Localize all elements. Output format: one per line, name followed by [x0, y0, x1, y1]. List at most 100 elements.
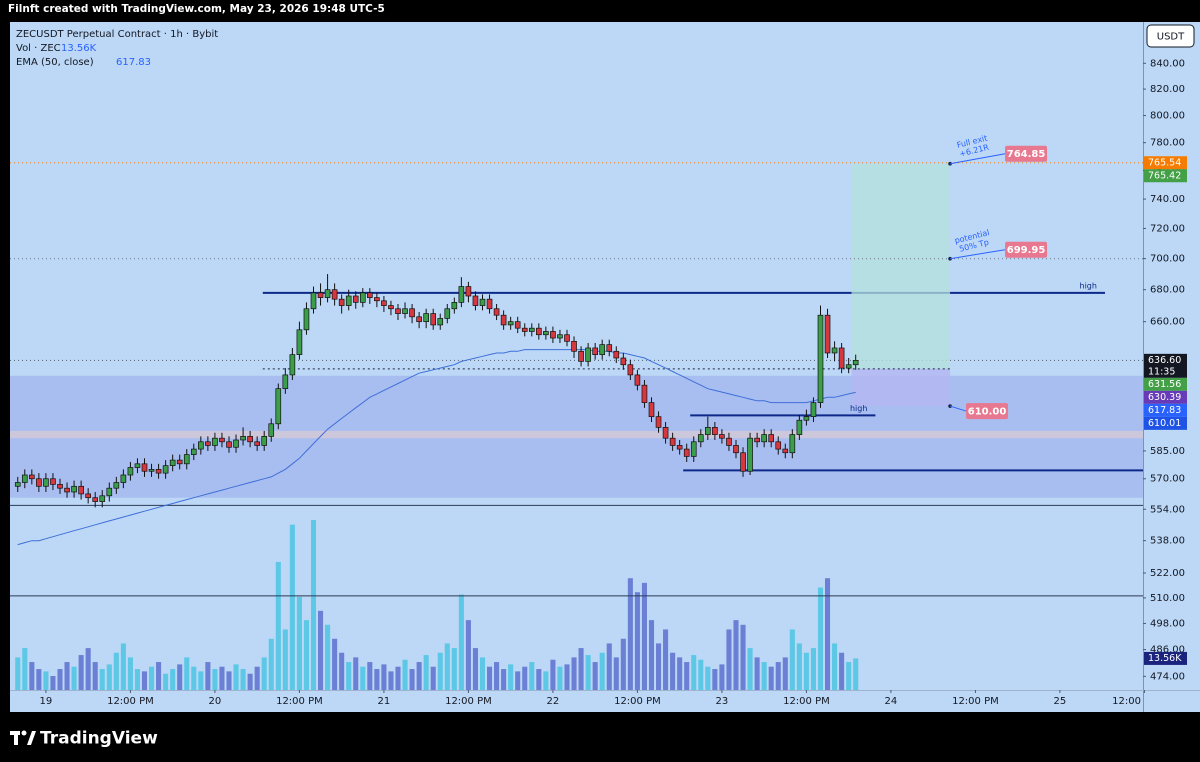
volume-bar [64, 662, 70, 690]
candle-body [845, 364, 852, 369]
candle-body [690, 441, 697, 457]
currency-button[interactable] [1146, 24, 1195, 48]
price-tag [1144, 390, 1187, 404]
candle-body [261, 436, 268, 446]
volume-bar [184, 657, 190, 690]
candle-body [106, 487, 113, 497]
candle-body [324, 289, 331, 298]
volume-bar [648, 620, 655, 690]
candle-body [817, 314, 824, 403]
candle-body [254, 441, 260, 446]
y-tick-label: 538.00 [1150, 536, 1185, 547]
volume-bar [318, 610, 324, 690]
candle-body [697, 434, 704, 443]
volume-bar [803, 652, 809, 690]
volume-bar [775, 662, 781, 690]
candle-body [528, 327, 535, 332]
candle-body [655, 416, 662, 428]
y-tick-label: 554.00 [1150, 504, 1185, 515]
target-connector [949, 153, 1006, 165]
volume-bar [620, 638, 626, 690]
candle-body [134, 463, 141, 468]
stop-connector [949, 405, 967, 412]
candle-body [310, 292, 317, 310]
volume-bar [360, 666, 366, 690]
candle-body [613, 350, 620, 359]
candle-body [648, 402, 655, 418]
volume-bar [824, 578, 831, 690]
candle-body [233, 439, 239, 448]
volume-bar [627, 578, 633, 690]
candle-body [367, 292, 373, 298]
candle-body [831, 347, 838, 354]
candle-body [543, 331, 549, 336]
volume-bar [402, 659, 408, 690]
volume-bar [444, 643, 450, 690]
volume-bar [451, 648, 457, 690]
price-tag-label: 765.54 [1148, 158, 1181, 169]
credit: Filnft created with TradingView.com, May… [8, 3, 385, 15]
x-tick-label: 24 [885, 696, 898, 707]
candle-body [50, 478, 56, 485]
candle-body [275, 388, 282, 425]
volume-bar [163, 673, 169, 690]
candle-body [803, 416, 810, 421]
volume-bar [346, 662, 352, 690]
volume-bar [409, 669, 415, 690]
volume-bar [740, 624, 746, 690]
candle-body [240, 436, 246, 441]
volume-bar [141, 671, 148, 690]
candle-body [190, 448, 197, 455]
volume-bar [430, 666, 436, 690]
currency-label[interactable]: USDT [1157, 32, 1185, 43]
volume-bar [303, 620, 309, 690]
volume-bar [810, 648, 816, 690]
y-tick-label: 700.00 [1150, 254, 1185, 265]
candle-body [78, 485, 84, 495]
volume-bar [670, 652, 676, 690]
x-tick-label: 22 [547, 696, 560, 707]
candle-body [599, 344, 606, 355]
y-tick-label: 840.00 [1150, 58, 1185, 69]
volume-bar [36, 669, 42, 690]
volume-bar [733, 620, 739, 690]
x-tick-label: 12:00 PM [107, 696, 154, 707]
volume-bar [529, 662, 535, 690]
volume-bar [564, 664, 570, 690]
volume-bar [43, 671, 49, 690]
y-tick-label: 720.00 [1150, 223, 1185, 234]
candle-body [458, 286, 465, 303]
candle-body [155, 469, 162, 474]
chart-title: ZECUSDT Perpetual Contract · 1h · Bybit [16, 29, 218, 40]
stop-box [966, 403, 1009, 420]
price-tag-label: 631.56 [1148, 379, 1181, 390]
candle-body [838, 347, 845, 369]
candle-body [536, 327, 542, 336]
candle-body [268, 423, 275, 437]
candle-body [85, 493, 91, 499]
price-tag-label: 617.83 [1148, 405, 1181, 416]
candle-body [338, 298, 345, 306]
volume-bar [571, 657, 577, 690]
volume-bar [761, 662, 767, 690]
candle-body [183, 454, 190, 465]
y-tick-label: 486.00 [1150, 645, 1185, 656]
candle-body [430, 313, 437, 326]
volume-bar [85, 648, 91, 690]
volume-bar [120, 643, 126, 690]
x-tick-label: 23 [716, 696, 729, 707]
volume-bar [367, 662, 373, 690]
candle-body [507, 321, 514, 326]
x-tick-label: 12:00 PM [614, 696, 661, 707]
volume-bar [233, 664, 239, 690]
candle-body [620, 357, 627, 366]
y-tick-label: 474.00 [1150, 671, 1185, 682]
profit-zone [851, 163, 951, 369]
volume-bar [789, 629, 795, 690]
volume-bar [479, 657, 486, 690]
volume-bar [156, 662, 162, 690]
volume-bar [416, 662, 422, 690]
candle-body [92, 497, 99, 502]
candle-body [247, 436, 253, 443]
